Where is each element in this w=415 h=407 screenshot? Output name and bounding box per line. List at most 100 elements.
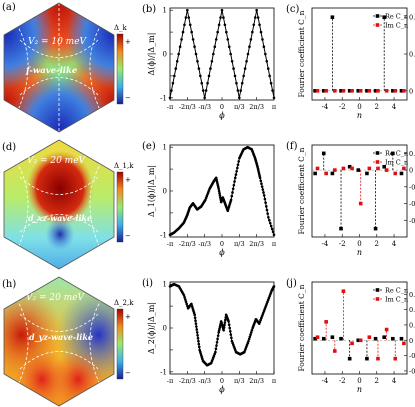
x-tick-label: -2 xyxy=(339,377,346,385)
gap-point xyxy=(183,23,186,27)
stem-marker xyxy=(393,356,398,361)
stem-marker xyxy=(399,171,404,176)
gap-point xyxy=(216,334,220,337)
gap-point xyxy=(243,67,247,70)
stem-marker xyxy=(399,336,404,341)
stem-marker xyxy=(391,151,395,156)
gap-point xyxy=(266,212,269,215)
panel-label: (d) xyxy=(2,142,16,153)
stem-marker xyxy=(321,151,326,156)
x-axis-label: n xyxy=(357,248,362,257)
gap-point xyxy=(272,233,276,237)
panel-label: (j) xyxy=(286,278,297,289)
gap-point xyxy=(249,331,253,334)
fermi-surface-contours xyxy=(13,157,105,249)
x-axis-label: n xyxy=(357,385,362,394)
gap-point xyxy=(267,215,270,219)
gap-point xyxy=(269,81,273,85)
gap-point xyxy=(223,23,227,27)
gap-point xyxy=(262,45,266,48)
colorbar-plus: + xyxy=(125,38,131,46)
gap-point xyxy=(236,166,239,170)
gap-point xyxy=(238,96,241,100)
gap-point xyxy=(267,218,271,222)
gap-point xyxy=(173,74,176,78)
gap-point xyxy=(193,316,197,320)
gap-point xyxy=(253,16,257,19)
gap-point xyxy=(252,23,256,27)
gap-point xyxy=(203,96,206,100)
gap-point xyxy=(193,313,196,317)
y-tick-label: -0.1 xyxy=(409,352,415,360)
stem-marker xyxy=(347,89,352,93)
gap-point xyxy=(261,188,265,191)
gap-point xyxy=(232,183,236,187)
panel-label: (c) xyxy=(286,4,300,15)
x-tick-label: -π xyxy=(167,240,174,248)
colorbar-plus: + xyxy=(125,313,131,321)
gap-point xyxy=(246,52,250,56)
stem-marker xyxy=(365,356,369,361)
map-panel-h: (h) V₂ = 20 meV d_yz-wave-like Δ_2,k + − xyxy=(2,276,134,407)
gap-point xyxy=(219,196,222,199)
gap-point xyxy=(180,38,183,41)
stem-marker xyxy=(350,166,354,171)
gap-point xyxy=(248,45,251,48)
gap-point xyxy=(222,328,225,332)
y-tick-label: 0 xyxy=(163,325,167,333)
gap-point xyxy=(194,319,197,322)
gap-point xyxy=(207,74,211,78)
stem-marker xyxy=(341,289,346,293)
stem-marker xyxy=(324,89,328,93)
stem-marker xyxy=(402,89,406,93)
gap-point xyxy=(230,336,233,340)
stem-marker xyxy=(373,226,378,231)
legend-swatch-marker xyxy=(375,297,380,301)
y-tick-label: 0 xyxy=(163,188,167,196)
gap-point xyxy=(261,38,264,41)
stem-marker xyxy=(313,171,317,176)
stem-marker xyxy=(341,89,346,93)
stem-marker xyxy=(358,338,363,343)
line-and-stem-charts: -π -2π/3 -π/3 0 π/3 2π/3 π-101(b)Δ(ϕ)/|Δ_m|ϕ-4… xyxy=(142,4,415,394)
gap-point xyxy=(197,339,200,343)
stem-marker xyxy=(315,335,320,339)
gap-point xyxy=(264,201,267,204)
gap-point xyxy=(194,52,198,56)
x-tick-label: -π/3 xyxy=(198,240,211,248)
x-tick-label: -2π/3 xyxy=(179,377,196,385)
x-tick-label: 0 xyxy=(357,103,361,111)
gap-point xyxy=(258,176,262,180)
stem-marker xyxy=(315,166,320,171)
x-tick-label: π xyxy=(272,103,277,111)
gap-point xyxy=(263,197,267,201)
panel-label: (i) xyxy=(142,278,153,289)
legend-label: Im C_n xyxy=(385,159,408,167)
gap-point xyxy=(194,322,198,325)
stem-marker xyxy=(339,89,343,93)
y-axis-label: Fourier coefficient C_n xyxy=(297,284,306,371)
gap-point xyxy=(184,300,188,304)
colorbar xyxy=(116,33,124,105)
x-tick-label: -2 xyxy=(339,240,346,248)
gap-point xyxy=(220,8,224,12)
stem-marker xyxy=(399,89,404,93)
panel-label: (b) xyxy=(142,4,156,15)
gap-point xyxy=(235,169,238,173)
gap-point xyxy=(260,185,264,188)
gap-point xyxy=(214,38,218,41)
wave-symmetry-label: d_yz-wave-like xyxy=(29,332,93,342)
gap-point xyxy=(259,179,263,183)
gap-point xyxy=(197,67,201,70)
gap-point xyxy=(216,337,219,341)
gap-point xyxy=(268,221,272,225)
legend-label: Im C_n xyxy=(385,22,408,30)
gap-point xyxy=(271,230,275,234)
colorbar-minus: − xyxy=(125,369,131,377)
y-tick-label: 0.1 xyxy=(409,150,415,158)
gap-point xyxy=(215,344,218,347)
gap-point xyxy=(185,302,188,306)
x-tick-label: -2π/3 xyxy=(179,240,196,248)
x-tick-label: 0 xyxy=(220,103,224,111)
gap-point xyxy=(269,224,273,228)
